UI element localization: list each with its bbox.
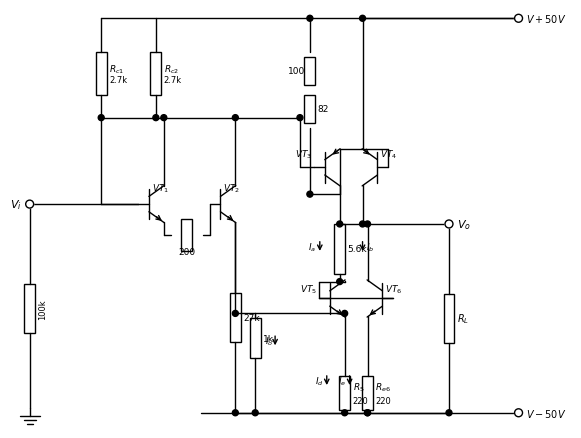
Bar (304, 95, 315, 124)
Text: $V_i$: $V_i$ (10, 198, 21, 212)
Text: 2.7k: 2.7k (109, 76, 127, 85)
Circle shape (515, 409, 522, 417)
Circle shape (232, 410, 238, 416)
Circle shape (297, 115, 303, 121)
Bar (362, 376, 373, 410)
Circle shape (307, 16, 313, 22)
Bar (230, 293, 241, 343)
Bar (181, 219, 192, 251)
Circle shape (342, 410, 347, 416)
Text: 2.7k: 2.7k (164, 76, 182, 85)
Bar (443, 294, 454, 343)
Circle shape (342, 311, 347, 317)
Text: $I_o$: $I_o$ (265, 335, 274, 348)
Circle shape (337, 279, 343, 285)
Circle shape (252, 410, 258, 416)
Bar (250, 318, 261, 358)
Text: $VT_1$: $VT_1$ (152, 183, 169, 195)
Circle shape (445, 220, 453, 229)
Text: 5.6k: 5.6k (347, 245, 367, 254)
Text: $R_{e6}$: $R_{e6}$ (375, 381, 392, 393)
Circle shape (26, 201, 34, 208)
Circle shape (232, 115, 238, 121)
Text: 27k: 27k (243, 313, 260, 322)
Bar (96, 53, 107, 95)
Text: 1k: 1k (263, 334, 274, 343)
Text: $V-50V$: $V-50V$ (526, 407, 567, 419)
Circle shape (307, 192, 313, 198)
Text: $V+50V$: $V+50V$ (526, 13, 567, 25)
Text: 220: 220 (375, 396, 391, 406)
Circle shape (153, 115, 159, 121)
Circle shape (515, 15, 522, 23)
Bar (24, 284, 35, 333)
Text: 100: 100 (288, 67, 305, 76)
Text: $V_o$: $V_o$ (457, 218, 471, 231)
Bar (304, 58, 315, 86)
Circle shape (360, 222, 365, 227)
Text: $R_L$: $R_L$ (457, 312, 469, 325)
Circle shape (364, 410, 371, 416)
Circle shape (446, 410, 452, 416)
Circle shape (98, 115, 104, 121)
Text: $R_{c2}$: $R_{c2}$ (164, 63, 179, 75)
Circle shape (364, 222, 371, 227)
Circle shape (364, 410, 371, 416)
Text: 200: 200 (178, 247, 195, 256)
Text: $VT_3$: $VT_3$ (295, 148, 312, 161)
Text: $I_b$: $I_b$ (365, 241, 374, 254)
Text: $I_a$: $I_a$ (308, 241, 316, 254)
Text: $I_e$: $I_e$ (338, 375, 346, 387)
Bar (339, 376, 350, 410)
Text: 82: 82 (318, 105, 329, 114)
Circle shape (337, 222, 343, 227)
Text: $I_d$: $I_d$ (315, 375, 324, 387)
Text: $VT_2$: $VT_2$ (224, 183, 241, 195)
Bar (150, 53, 162, 95)
Text: $VT_6$: $VT_6$ (385, 283, 403, 296)
Bar (334, 224, 345, 274)
Circle shape (232, 311, 238, 317)
Text: $R_5$: $R_5$ (353, 381, 364, 393)
Text: 100k: 100k (38, 298, 46, 319)
Text: $VT_4$: $VT_4$ (381, 148, 398, 161)
Text: $R_{c1}$: $R_{c1}$ (109, 63, 124, 75)
Text: 220: 220 (353, 396, 368, 406)
Circle shape (360, 16, 365, 22)
Circle shape (161, 115, 167, 121)
Text: $VT_5$: $VT_5$ (300, 283, 317, 296)
